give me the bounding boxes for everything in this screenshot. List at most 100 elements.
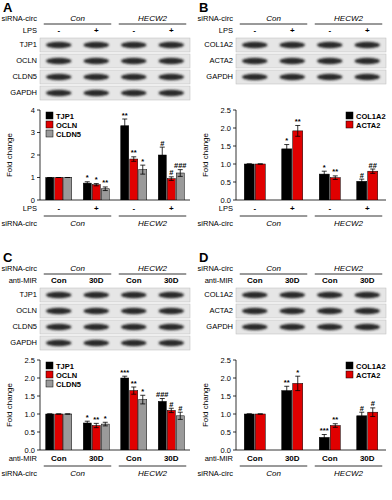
group-line xyxy=(315,274,383,275)
blot-band xyxy=(121,324,147,330)
y-tick xyxy=(233,360,236,361)
category: + xyxy=(365,204,370,213)
significance: * xyxy=(95,175,98,184)
category-label: LPS xyxy=(23,204,37,213)
error-bar xyxy=(359,412,364,419)
error-line xyxy=(105,187,106,191)
group-line xyxy=(240,466,308,467)
blot-band xyxy=(355,308,381,314)
error-bar xyxy=(47,414,52,415)
group-name: Con xyxy=(70,264,85,273)
bar xyxy=(158,401,166,450)
category-label: anti-MIR xyxy=(9,276,38,285)
significance: ** xyxy=(93,415,99,424)
group-name: Con xyxy=(266,469,281,478)
error-bar xyxy=(65,414,70,415)
bar xyxy=(101,424,109,450)
error-line xyxy=(133,387,134,394)
category: 30D xyxy=(360,276,375,285)
error-line xyxy=(133,157,134,162)
category: - xyxy=(328,204,331,213)
legend-label: TJP1 xyxy=(56,362,74,371)
blot-band xyxy=(46,42,72,48)
panel: BsiRNA-circConHECW2LPS-+-+COL1A2ACTA2GAP… xyxy=(198,0,386,228)
blot-strip xyxy=(40,288,190,302)
blot-band xyxy=(46,292,72,298)
blot-band xyxy=(159,308,185,314)
figure: AsiRNA-circConHECW2LPS-+-+TJP1OCLNCLDN5G… xyxy=(0,0,392,500)
y-tick-label: 0.5 xyxy=(221,428,231,437)
error-cap xyxy=(247,414,252,415)
error-cap xyxy=(333,427,338,428)
significance: # xyxy=(160,139,165,148)
error-cap xyxy=(169,180,174,181)
category: Con xyxy=(322,454,338,463)
error-bar xyxy=(56,177,61,178)
y-tick-label: 4 xyxy=(31,106,35,115)
y-tick-label: 0.5 xyxy=(221,178,231,187)
category-label: anti-MIR xyxy=(9,454,38,463)
bar xyxy=(83,183,91,200)
y-tick xyxy=(37,132,40,133)
y-tick xyxy=(233,182,236,183)
significance: ** xyxy=(332,415,338,424)
error-cap xyxy=(65,414,70,415)
significance: ### xyxy=(174,161,187,170)
legend-label: COL1A2 xyxy=(356,362,386,371)
blot-label: GAPDH xyxy=(206,72,233,81)
category: 30D xyxy=(285,454,300,463)
error-bar xyxy=(103,187,108,191)
error-cap xyxy=(103,190,108,191)
error-cap xyxy=(322,176,327,177)
y-tick xyxy=(233,396,236,397)
bars xyxy=(46,376,185,450)
y-tick-label: 1.0 xyxy=(25,410,35,419)
y-tick-label: 0.5 xyxy=(25,428,35,437)
category: + xyxy=(94,204,99,213)
significance: ** xyxy=(102,178,108,187)
error-line xyxy=(87,421,88,425)
y-axis xyxy=(40,110,41,200)
blot-band xyxy=(355,58,381,64)
bar xyxy=(130,159,138,200)
y-tick-label: 1.0 xyxy=(221,160,231,169)
group-line xyxy=(119,216,187,217)
blot-band xyxy=(355,74,381,80)
legend-label: CLDN5 xyxy=(56,380,81,389)
bars xyxy=(46,119,185,200)
error-line xyxy=(297,125,298,136)
error-cap xyxy=(247,164,252,165)
panel-label: D xyxy=(199,250,208,265)
group-name: Con xyxy=(266,264,281,273)
error-line xyxy=(361,179,362,183)
blot-label: GAPDH xyxy=(206,322,233,331)
blot-band xyxy=(280,292,306,298)
blot-band xyxy=(121,308,147,314)
blot-strip xyxy=(40,320,190,334)
category: 30D xyxy=(164,454,179,463)
error-bar xyxy=(284,386,289,395)
blot-band xyxy=(242,308,268,314)
group-name: Con xyxy=(70,469,85,478)
significance: # xyxy=(360,171,365,180)
blot-band xyxy=(317,74,343,80)
error-bar xyxy=(322,435,327,441)
error-bar xyxy=(47,177,52,178)
bar xyxy=(244,164,254,200)
blot-band xyxy=(84,90,110,96)
blot-band xyxy=(121,42,147,48)
error-line xyxy=(171,177,172,181)
category: 30D xyxy=(89,454,104,463)
y-tick xyxy=(233,378,236,379)
error-bar xyxy=(85,421,90,425)
bar xyxy=(282,391,292,450)
blot-label: CLDN5 xyxy=(12,322,37,331)
group-name: HECW2 xyxy=(334,14,363,23)
category: 30D xyxy=(164,276,179,285)
y-axis-label: Fold change xyxy=(201,382,210,427)
blot-band xyxy=(242,74,268,80)
y-tick-label: 1.5 xyxy=(25,392,35,401)
category: - xyxy=(328,26,331,35)
group-label: siRNA-circ xyxy=(2,219,38,228)
group-name: HECW2 xyxy=(138,219,167,228)
